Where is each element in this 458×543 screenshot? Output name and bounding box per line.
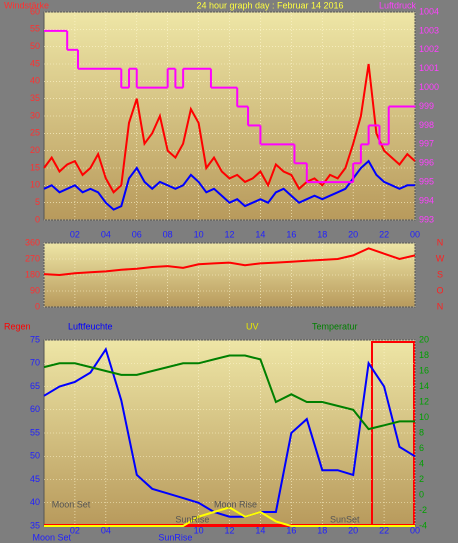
x-tick-label: 16: [286, 229, 296, 239]
y-tick-label: 75: [30, 334, 40, 344]
y2-tick-label: 16: [419, 365, 429, 375]
y2-tick-label: 0: [419, 489, 424, 499]
y2-tick-label: -4: [419, 520, 427, 530]
y2-tick-label: -2: [419, 505, 427, 515]
x-tick-label: 22: [379, 229, 389, 239]
x-tick-label: 20: [348, 229, 358, 239]
y-tick-label: 60: [30, 6, 40, 16]
x-tick-label: 10: [194, 229, 204, 239]
footer-label: Moon Set: [32, 532, 71, 542]
y-tick-label: 55: [30, 24, 40, 34]
y-tick-label: 50: [30, 41, 40, 51]
y-tick-label: 60: [30, 404, 40, 414]
x-tick-label: 12: [224, 229, 234, 239]
y-tick-label: 30: [30, 110, 40, 120]
x-tick-label: 18: [317, 525, 327, 535]
x-tick-label: 04: [101, 525, 111, 535]
y-tick-label: 25: [30, 128, 40, 138]
series-line: [43, 247, 416, 277]
y2-tick-label: 998: [419, 120, 434, 130]
y2-tick-label: 14: [419, 381, 429, 391]
y-tick-label: 35: [30, 520, 40, 530]
y2-tick-label: 993: [419, 214, 434, 224]
legend-label: Temperatur: [312, 321, 358, 331]
y2-tick-label: N: [437, 301, 444, 311]
y-tick-label: 360: [25, 237, 40, 247]
y2-tick-label: 1001: [419, 63, 439, 73]
annotation: SunRise: [175, 514, 209, 524]
chart-title: 24 hour graph day : Februar 14 2016: [196, 0, 343, 10]
y2-tick-label: 8: [419, 427, 424, 437]
y2-tick-label: W: [436, 253, 445, 263]
y2-tick-label: 1000: [419, 82, 439, 92]
y-tick-label: 20: [30, 145, 40, 155]
y-tick-label: 50: [30, 451, 40, 461]
y-tick-label: 5: [35, 197, 40, 207]
legend-label: Luftfeuchte: [68, 321, 113, 331]
x-tick-label: 00: [410, 229, 420, 239]
x-tick-label: 00: [410, 525, 420, 535]
y2-tick-label: 6: [419, 443, 424, 453]
y-tick-label: 70: [30, 358, 40, 368]
x-tick-label: 02: [70, 229, 80, 239]
y-tick-label: 10: [30, 180, 40, 190]
y-tick-label: 40: [30, 76, 40, 86]
annotation: SunSet: [330, 514, 360, 524]
y2-tick-label: 999: [419, 101, 434, 111]
y-tick-label: 0: [35, 301, 40, 311]
y2-axis-title: Luftdruck: [379, 0, 417, 10]
y2-tick-label: 995: [419, 177, 434, 187]
x-tick-label: 18: [317, 229, 327, 239]
y2-tick-label: O: [436, 285, 443, 295]
y-tick-label: 15: [30, 162, 40, 172]
y2-tick-label: 18: [419, 350, 429, 360]
y-tick-label: 270: [25, 253, 40, 263]
y-tick-label: 40: [30, 497, 40, 507]
y2-tick-label: 1002: [419, 44, 439, 54]
x-tick-label: 12: [224, 525, 234, 535]
legend-label: UV: [246, 321, 259, 331]
annotation: Moon Set: [52, 499, 91, 509]
y2-tick-label: N: [437, 237, 444, 247]
y2-tick-label: 10: [419, 412, 429, 422]
y-tick-label: 45: [30, 474, 40, 484]
y2-tick-label: 20: [419, 334, 429, 344]
y-tick-label: 55: [30, 427, 40, 437]
y2-tick-label: 1003: [419, 25, 439, 35]
y-tick-label: 45: [30, 58, 40, 68]
y2-tick-label: 994: [419, 195, 434, 205]
series-line: [43, 346, 416, 518]
series-line: [43, 63, 416, 194]
series-line: [44, 506, 415, 527]
annotation: Moon Rise: [214, 499, 257, 509]
y-tick-label: 0: [35, 214, 40, 224]
x-tick-label: 02: [70, 525, 80, 535]
x-tick-label: 16: [286, 525, 296, 535]
x-tick-label: 14: [255, 525, 265, 535]
footer-label: SunRise: [158, 532, 192, 542]
x-tick-label: 22: [379, 525, 389, 535]
y2-tick-label: 4: [419, 458, 424, 468]
y-tick-label: 180: [25, 269, 40, 279]
y-tick-label: 35: [30, 93, 40, 103]
y2-tick-label: S: [437, 269, 443, 279]
x-tick-label: 14: [255, 229, 265, 239]
series-line: [43, 354, 415, 431]
y2-tick-label: 997: [419, 139, 434, 149]
y2-tick-label: 12: [419, 396, 429, 406]
x-tick-label: 06: [132, 229, 142, 239]
y2-tick-label: 996: [419, 158, 434, 168]
x-tick-label: 04: [101, 229, 111, 239]
y2-tick-label: 2: [419, 474, 424, 484]
x-tick-label: 20: [348, 525, 358, 535]
y-axis-title: Windstärke: [4, 0, 49, 10]
y-tick-label: 65: [30, 381, 40, 391]
x-tick-label: 08: [163, 229, 173, 239]
y-tick-label: 90: [30, 285, 40, 295]
x-tick-label: 10: [194, 525, 204, 535]
y2-tick-label: 1004: [419, 6, 439, 16]
legend-label: Regen: [4, 321, 31, 331]
